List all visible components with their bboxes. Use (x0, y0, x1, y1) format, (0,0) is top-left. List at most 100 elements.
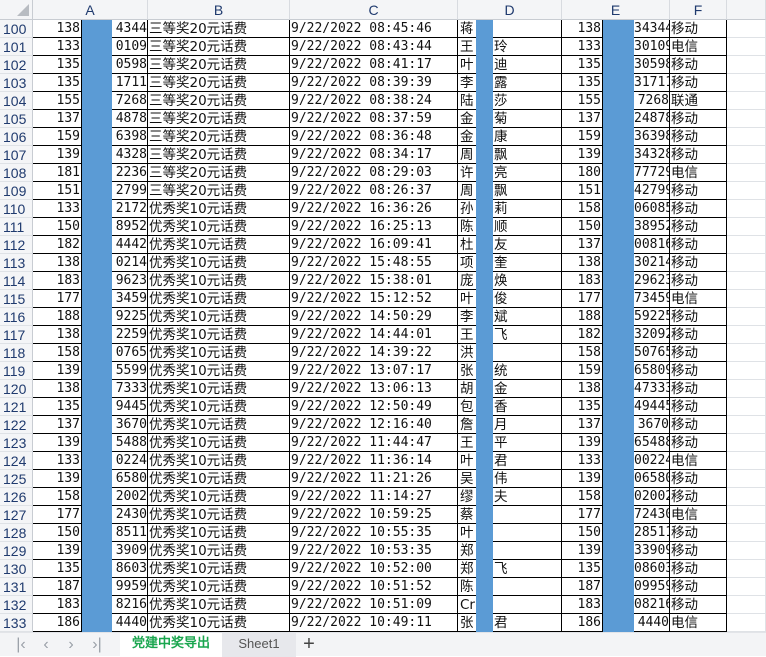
column-header-b[interactable]: B (148, 0, 290, 20)
cell-a-prefix[interactable]: 181 (33, 164, 82, 182)
cell-e-prefix[interactable]: 159 (562, 128, 603, 146)
cell-a-prefix[interactable]: 158 (33, 488, 82, 506)
cell-a-suffix[interactable]: 9959 (112, 578, 148, 596)
cell-e-suffix[interactable]: 36398 (634, 128, 670, 146)
cell-e-suffix[interactable]: 47333 (634, 380, 670, 398)
cell-d-name[interactable] (458, 128, 562, 146)
prev-sheet-icon[interactable]: ‹ (43, 636, 49, 653)
cell-b-prize[interactable]: 优秀奖10元话费 (148, 272, 290, 290)
cell-a-prefix[interactable]: 139 (33, 542, 82, 560)
cell-d-name[interactable] (458, 38, 562, 56)
cell-a-prefix[interactable]: 182 (33, 236, 82, 254)
cell-c-time[interactable]: 9/22/2022 08:29:03 (290, 164, 458, 182)
cell-e-suffix[interactable]: 30214 (634, 254, 670, 272)
cell-a-suffix[interactable]: 2430 (112, 506, 148, 524)
empty-cell[interactable] (727, 380, 766, 398)
cell-a-suffix[interactable]: 5488 (112, 434, 148, 452)
empty-cell[interactable] (727, 578, 766, 596)
empty-cell[interactable] (727, 434, 766, 452)
cell-f-carrier[interactable]: 移动 (670, 200, 727, 218)
row-header[interactable]: 101 (0, 38, 33, 56)
cell-b-prize[interactable]: 三等奖20元话费 (148, 92, 290, 110)
empty-cell[interactable] (727, 416, 766, 434)
cell-e-suffix[interactable]: 42799 (634, 182, 670, 200)
cell-a-suffix[interactable]: 4878 (112, 110, 148, 128)
cell-b-prize[interactable]: 优秀奖10元话费 (148, 380, 290, 398)
cell-e-prefix[interactable]: 135 (562, 398, 603, 416)
empty-cell[interactable] (727, 344, 766, 362)
empty-cell[interactable] (727, 488, 766, 506)
cell-f-carrier[interactable]: 移动 (670, 236, 727, 254)
cell-a-prefix[interactable]: 139 (33, 470, 82, 488)
empty-cell[interactable] (727, 128, 766, 146)
cell-c-time[interactable]: 9/22/2022 08:43:44 (290, 38, 458, 56)
tab-sheet-active[interactable]: 党建中奖导出 (120, 633, 222, 657)
cell-b-prize[interactable]: 优秀奖10元话费 (148, 290, 290, 308)
empty-cell[interactable] (727, 38, 766, 56)
cell-e-prefix[interactable]: 177 (562, 290, 603, 308)
cell-d-name[interactable] (458, 560, 562, 578)
empty-cell[interactable] (727, 200, 766, 218)
cell-a-prefix[interactable]: 135 (33, 560, 82, 578)
cell-f-carrier[interactable]: 移动 (670, 560, 727, 578)
cell-c-time[interactable]: 9/22/2022 08:26:37 (290, 182, 458, 200)
cell-b-prize[interactable]: 优秀奖10元话费 (148, 470, 290, 488)
cell-a-suffix[interactable]: 2236 (112, 164, 148, 182)
cell-d-name[interactable] (458, 596, 562, 614)
empty-cell[interactable] (727, 308, 766, 326)
row-header[interactable]: 103 (0, 74, 33, 92)
cell-a-prefix[interactable]: 150 (33, 218, 82, 236)
empty-cell[interactable] (727, 560, 766, 578)
empty-cell[interactable] (727, 92, 766, 110)
cell-c-time[interactable]: 9/22/2022 08:37:59 (290, 110, 458, 128)
cell-e-suffix[interactable]: 06580 (634, 470, 670, 488)
cell-f-carrier[interactable]: 移动 (670, 380, 727, 398)
cell-f-carrier[interactable]: 移动 (670, 326, 727, 344)
cell-a-suffix[interactable]: 0109 (112, 38, 148, 56)
cell-e-suffix[interactable]: 28511 (634, 524, 670, 542)
cell-c-time[interactable]: 9/22/2022 14:44:01 (290, 326, 458, 344)
cell-e-prefix[interactable]: 187 (562, 578, 603, 596)
cell-c-time[interactable]: 9/22/2022 15:48:55 (290, 254, 458, 272)
cell-e-prefix[interactable]: 139 (562, 542, 603, 560)
cell-f-carrier[interactable]: 移动 (670, 434, 727, 452)
cell-b-prize[interactable]: 优秀奖10元话费 (148, 560, 290, 578)
empty-cell[interactable] (727, 146, 766, 164)
empty-cell[interactable] (727, 110, 766, 128)
cell-e-prefix[interactable]: 139 (562, 146, 603, 164)
cell-a-suffix[interactable]: 0224 (112, 452, 148, 470)
empty-cell[interactable] (727, 452, 766, 470)
cell-f-carrier[interactable]: 移动 (670, 74, 727, 92)
cell-e-prefix[interactable]: 186 (562, 614, 603, 632)
cell-e-suffix[interactable]: 33909 (634, 542, 670, 560)
row-header[interactable]: 119 (0, 362, 33, 380)
cell-f-carrier[interactable]: 移动 (670, 254, 727, 272)
cell-d-name[interactable] (458, 146, 562, 164)
cell-e-suffix[interactable]: 7268 (634, 92, 670, 110)
cell-a-prefix[interactable]: 138 (33, 254, 82, 272)
cell-e-prefix[interactable]: 135 (562, 560, 603, 578)
row-header[interactable]: 132 (0, 596, 33, 614)
cell-a-prefix[interactable]: 158 (33, 344, 82, 362)
cell-a-prefix[interactable]: 137 (33, 416, 82, 434)
cell-a-suffix[interactable]: 0765 (112, 344, 148, 362)
cell-a-suffix[interactable]: 2799 (112, 182, 148, 200)
cell-d-name[interactable] (458, 326, 562, 344)
cell-a-prefix[interactable]: 133 (33, 38, 82, 56)
cell-f-carrier[interactable]: 移动 (670, 146, 727, 164)
cell-a-prefix[interactable]: 135 (33, 398, 82, 416)
cell-b-prize[interactable]: 三等奖20元话费 (148, 146, 290, 164)
cell-e-suffix[interactable]: 24878 (634, 110, 670, 128)
row-header[interactable]: 108 (0, 164, 33, 182)
cell-c-time[interactable]: 9/22/2022 13:06:13 (290, 380, 458, 398)
cell-c-time[interactable]: 9/22/2022 12:50:49 (290, 398, 458, 416)
empty-cell[interactable] (727, 470, 766, 488)
cell-b-prize[interactable]: 优秀奖10元话费 (148, 434, 290, 452)
column-header-g[interactable] (727, 0, 766, 20)
cell-e-suffix[interactable]: 00224 (634, 452, 670, 470)
cell-c-time[interactable]: 9/22/2022 16:09:41 (290, 236, 458, 254)
cell-b-prize[interactable]: 三等奖20元话费 (148, 164, 290, 182)
cell-c-time[interactable]: 9/22/2022 10:51:52 (290, 578, 458, 596)
row-header[interactable]: 113 (0, 254, 33, 272)
cell-a-suffix[interactable]: 8952 (112, 218, 148, 236)
